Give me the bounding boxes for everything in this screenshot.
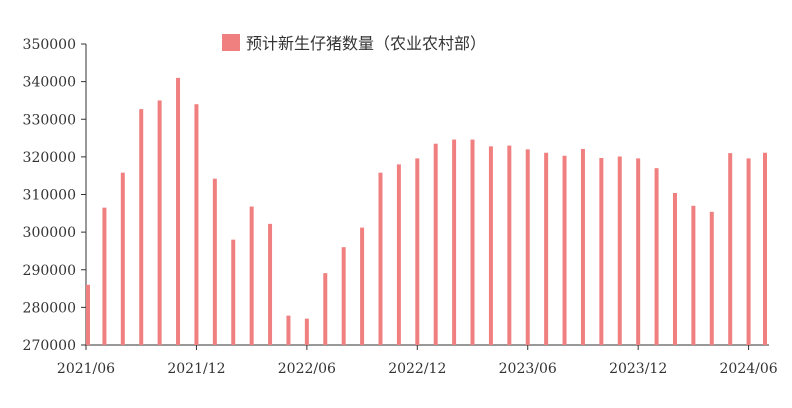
y-tick-label: 330000 (23, 112, 76, 128)
y-tick-label: 290000 (23, 263, 76, 279)
bar[interactable] (763, 152, 767, 345)
x-tick-label: 2024/06 (720, 361, 778, 377)
bar[interactable] (599, 158, 604, 345)
legend[interactable]: 预计新生仔猪数量（农业农村部） (222, 34, 486, 53)
y-tick-label: 300000 (23, 225, 76, 241)
bar[interactable] (709, 211, 714, 345)
x-axis: 2021/06 2021/12 2022/06 2022/12 2023/06 2023/… (57, 344, 778, 377)
bar[interactable] (231, 239, 236, 345)
bar[interactable] (176, 77, 181, 346)
legend-swatch (222, 34, 240, 51)
bar[interactable] (452, 139, 457, 345)
bar-series (86, 77, 767, 346)
y-tick-label: 270000 (23, 338, 76, 354)
bar[interactable] (415, 158, 420, 345)
bar[interactable] (525, 149, 530, 345)
bar[interactable] (102, 207, 107, 345)
bar[interactable] (488, 146, 493, 345)
y-tick-label: 340000 (23, 75, 76, 91)
bar[interactable] (636, 158, 641, 345)
bar[interactable] (341, 247, 346, 345)
bar[interactable] (139, 109, 144, 345)
bar[interactable] (323, 273, 328, 345)
x-tick-label: 2021/06 (57, 361, 115, 377)
x-tick-label: 2022/12 (388, 361, 446, 377)
bar[interactable] (672, 192, 677, 345)
bar[interactable] (268, 223, 273, 345)
bar[interactable] (286, 315, 291, 345)
bar[interactable] (544, 152, 549, 345)
bar[interactable] (580, 148, 585, 345)
bar[interactable] (691, 205, 696, 345)
bar[interactable] (562, 155, 567, 345)
bar[interactable] (378, 172, 383, 345)
bar[interactable] (249, 206, 254, 345)
bar[interactable] (728, 153, 733, 345)
bar[interactable] (120, 172, 125, 345)
y-tick-label: 350000 (23, 37, 76, 53)
bar[interactable] (360, 227, 365, 345)
bar[interactable] (617, 156, 622, 345)
bar[interactable] (157, 100, 162, 345)
y-tick-label: 280000 (23, 300, 76, 316)
legend-label: 预计新生仔猪数量（农业农村部） (246, 34, 486, 53)
bar[interactable] (507, 145, 512, 345)
y-tick-label: 320000 (23, 150, 76, 166)
x-tick-label: 2022/06 (278, 361, 336, 377)
bar[interactable] (212, 178, 217, 345)
x-tick-label: 2023/12 (609, 361, 667, 377)
bar[interactable] (304, 318, 309, 345)
y-tick-label: 310000 (23, 188, 76, 204)
bar[interactable] (86, 284, 90, 345)
bar[interactable] (396, 164, 401, 345)
bar[interactable] (470, 139, 475, 345)
bar[interactable] (433, 143, 438, 345)
x-tick-label: 2023/06 (499, 361, 557, 377)
bar[interactable] (194, 104, 199, 345)
bar[interactable] (654, 168, 659, 345)
bar[interactable] (746, 158, 751, 345)
y-axis: 270000 280000 290000 300000 310000 320000 3300… (23, 37, 87, 354)
x-tick-label: 2021/12 (167, 361, 225, 377)
